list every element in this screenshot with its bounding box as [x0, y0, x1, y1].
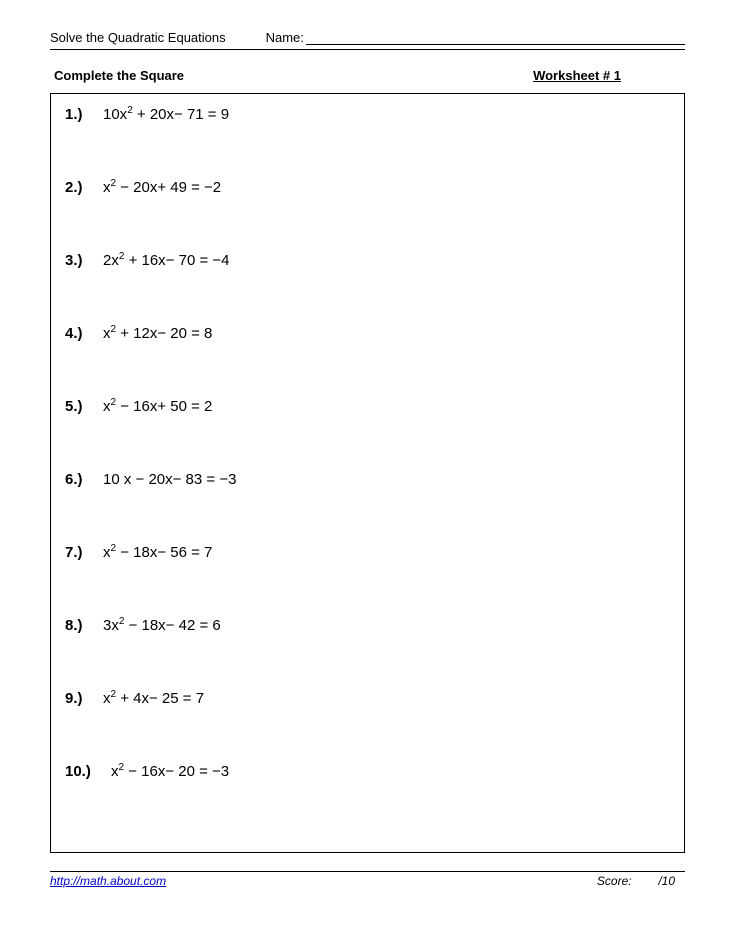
- problem-equation: 10x2 + 20x− 71 = 9: [103, 106, 229, 123]
- problem-number: 6.): [65, 471, 103, 488]
- header-row: Solve the Quadratic Equations Name:: [50, 30, 685, 45]
- problem-number: 4.): [65, 325, 103, 342]
- page-title: Solve the Quadratic Equations: [50, 30, 266, 45]
- problem-row: 5.)x2 − 16x+ 50 = 2: [65, 398, 670, 415]
- problem-row: 10.)x2 − 16x− 20 = −3: [65, 763, 670, 780]
- subheader-row: Complete the Square Worksheet # 1: [54, 68, 681, 83]
- problems-box: 1.)10x2 + 20x− 71 = 9 2.)x2 − 20x+ 49 = −…: [50, 93, 685, 853]
- problem-number: 9.): [65, 690, 103, 707]
- header-divider: [50, 49, 685, 50]
- worksheet-page: Solve the Quadratic Equations Name: Comp…: [0, 0, 735, 951]
- problem-number: 5.): [65, 398, 103, 415]
- problem-number: 8.): [65, 617, 103, 634]
- name-input-line[interactable]: [306, 31, 685, 45]
- footer-row: http://math.about.com Score: /10: [50, 871, 685, 888]
- problem-row: 7.)x2 − 18x− 56 = 7: [65, 544, 670, 561]
- problem-row: 3.)2x2 + 16x− 70 = −4: [65, 252, 670, 269]
- problem-row: 1.)10x2 + 20x− 71 = 9: [65, 106, 670, 123]
- problem-number: 10.): [65, 763, 111, 780]
- problem-equation: x2 − 18x− 56 = 7: [103, 544, 212, 561]
- problem-equation: x2 + 12x− 20 = 8: [103, 325, 212, 342]
- problem-equation: 3x2 − 18x− 42 = 6: [103, 617, 221, 634]
- score-label: Score:: [597, 874, 632, 888]
- score-area: Score: /10: [597, 874, 685, 888]
- source-link[interactable]: http://math.about.com: [50, 874, 166, 888]
- problem-number: 3.): [65, 252, 103, 269]
- score-value-blank[interactable]: [635, 874, 655, 888]
- problem-number: 2.): [65, 179, 103, 196]
- problem-row: 2.)x2 − 20x+ 49 = −2: [65, 179, 670, 196]
- problem-number: 7.): [65, 544, 103, 561]
- problem-equation: x2 + 4x− 25 = 7: [103, 690, 204, 707]
- problem-equation: 2x2 + 16x− 70 = −4: [103, 252, 230, 269]
- problem-number: 1.): [65, 106, 103, 123]
- worksheet-number-label: Worksheet # 1: [533, 68, 681, 83]
- problem-equation: 10 x − 20x− 83 = −3: [103, 471, 236, 488]
- problem-row: 4.)x2 + 12x− 20 = 8: [65, 325, 670, 342]
- problem-equation: x2 − 16x+ 50 = 2: [103, 398, 212, 415]
- problem-equation: x2 − 16x− 20 = −3: [111, 763, 229, 780]
- problem-equation: x2 − 20x+ 49 = −2: [103, 179, 221, 196]
- problem-row: 6.)10 x − 20x− 83 = −3: [65, 471, 670, 488]
- topic-label: Complete the Square: [54, 68, 184, 83]
- problem-row: 8.)3x2 − 18x− 42 = 6: [65, 617, 670, 634]
- problem-row: 9.)x2 + 4x− 25 = 7: [65, 690, 670, 707]
- score-total: /10: [658, 874, 675, 888]
- name-label: Name:: [266, 30, 304, 45]
